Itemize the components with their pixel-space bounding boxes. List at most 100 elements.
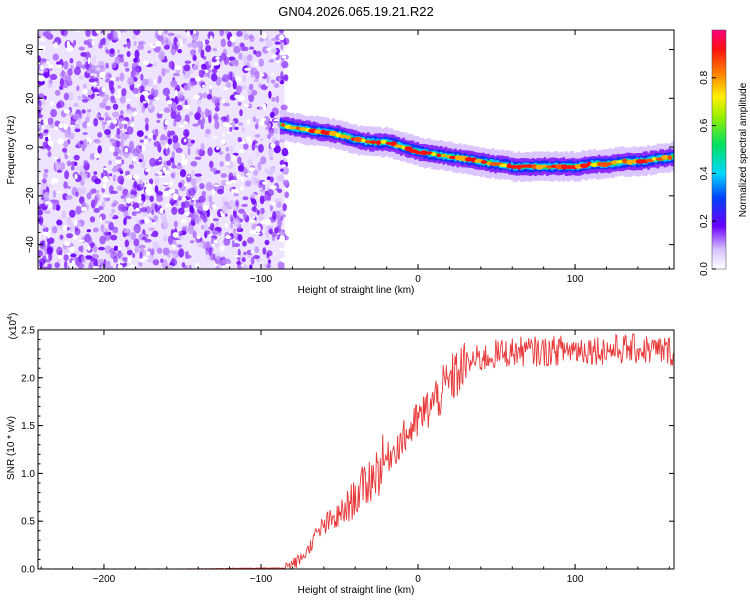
noise-gap [249,167,256,172]
noise-blob [115,76,120,82]
noise-blob [274,227,280,234]
heatmap-y-axis-label: Frequency (Hz) [6,116,17,185]
ridge-peak [465,157,473,162]
noise-blob [273,83,280,88]
noise-blob [136,130,144,138]
noise-blob [56,169,63,173]
noise-blob [112,31,118,41]
noise-blob [111,61,117,69]
noise-blob [199,183,205,190]
noise-gap [174,65,182,71]
noise-blob [198,195,206,203]
noise-gap [58,123,64,129]
noise-blob [192,64,199,71]
noise-gap [66,252,71,255]
noise-blob [177,244,183,248]
noise-blob [117,168,123,173]
noise-blob [204,230,211,235]
noise-blob [147,50,152,54]
noise-blob [209,167,217,172]
noise-gap [281,55,287,59]
noise-blob [251,198,257,205]
noise-blob [43,210,51,214]
noise-blob [121,256,128,261]
noise-gap [136,83,141,87]
noise-blob [214,252,221,260]
noise-gap [279,235,285,242]
noise-blob [238,208,245,214]
noise-gap [234,188,239,194]
noise-gap [243,104,250,107]
colorbar-gradient [712,30,726,269]
noise-blob [172,72,180,77]
noise-blob [157,75,162,83]
noise-blob [41,99,46,105]
noise-blob [219,161,224,167]
noise-blob [212,218,219,222]
noise-gap [265,82,268,87]
noise-blob [33,171,37,176]
noise-blob [154,203,159,213]
noise-blob [97,132,103,138]
noise-blob [95,66,101,72]
noise-gap [66,152,71,156]
noise-gap [222,132,225,137]
noise-blob [176,104,183,111]
noise-gap [231,154,236,162]
noise-gap [166,100,173,105]
noise-gap [165,203,172,208]
noise-gap [262,103,267,110]
noise-gap [134,93,139,98]
noise-blob [89,75,95,79]
noise-blob [163,30,168,35]
noise-blob [93,258,99,267]
noise-blob [225,114,230,124]
noise-blob [270,79,276,84]
noise-blob [114,175,118,180]
noise-blob [149,195,154,203]
noise-blob [280,71,284,80]
noise-gap [222,265,225,269]
ridge-peak [423,151,434,155]
noise-gap [220,139,226,145]
noise-gap [118,31,121,38]
noise-blob [81,171,88,181]
noise-blob [253,255,260,259]
noise-gap [214,184,220,187]
noise-blob [119,56,124,63]
noise-blob [229,222,234,229]
noise-blob [283,157,287,162]
noise-blob [125,215,132,220]
noise-blob [69,209,76,218]
noise-blob [134,49,140,59]
noise-blob [87,236,93,246]
noise-blob [170,79,178,88]
noise-blob [112,103,119,110]
noise-blob [208,195,213,203]
y-tick-label: 1.0 [21,469,35,480]
colorbar-label: Normalized spectral amplitude [738,82,749,217]
noise-blob [151,203,155,210]
noise-gap [63,123,68,131]
noise-gap [212,189,216,196]
noise-blob [54,89,61,96]
noise-blob [54,161,62,169]
noise-blob [89,154,94,160]
noise-blob [81,255,87,264]
noise-blob [276,147,281,152]
noise-blob [265,39,273,48]
noise-gap [117,89,121,95]
noise-gap [180,41,183,48]
noise-gap [270,143,276,149]
noise-blob [63,181,68,189]
ridge-peak [499,163,509,168]
noise-blob [167,138,173,145]
noise-blob [73,154,80,161]
noise-blob [250,256,255,265]
noise-blob [110,234,118,241]
noise-gap [91,40,95,47]
noise-gap [145,188,151,194]
noise-gap [213,240,218,244]
snr-multiplier-exponent: 4 [7,316,14,320]
noise-blob [72,104,80,108]
